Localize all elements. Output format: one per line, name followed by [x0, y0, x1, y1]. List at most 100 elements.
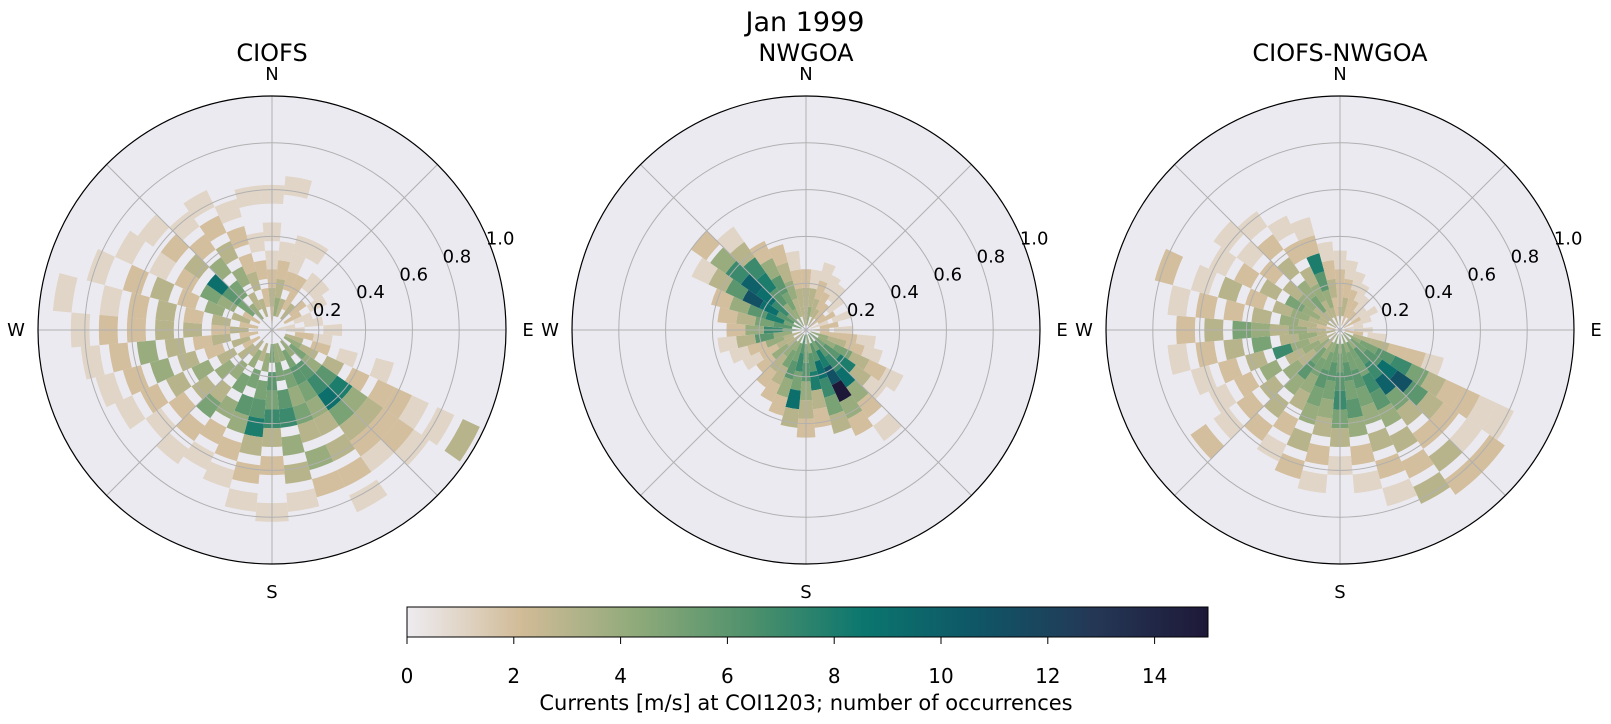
- histogram-cell: [216, 347, 238, 365]
- histogram-cell: [228, 280, 248, 301]
- histogram-cell: [1323, 333, 1338, 350]
- histogram-cell: [773, 331, 793, 339]
- histogram-cell: [226, 410, 249, 434]
- figure-title: Jan 1999: [744, 7, 865, 38]
- direction-label-s: S: [266, 582, 277, 603]
- histogram-cell: [878, 367, 904, 392]
- histogram-cell: [814, 303, 830, 321]
- histogram-cell: [360, 439, 395, 472]
- histogram-cell: [192, 335, 214, 351]
- histogram-cell: [183, 306, 205, 324]
- polar-panel: 0.2 0.4 0.6 0.8 1.0 N E S W CIOFS: [7, 39, 534, 603]
- histogram-cell: [1284, 295, 1306, 313]
- histogram-cell: [1403, 348, 1426, 368]
- histogram-cell: [776, 262, 793, 284]
- histogram-cell: [310, 340, 331, 356]
- histogram-cell: [1481, 403, 1514, 441]
- grid-spoke: [1339, 329, 1506, 496]
- radial-tick-label: 0.2: [847, 300, 876, 321]
- polar-frame: [37, 95, 507, 565]
- histogram-cell: [312, 333, 333, 346]
- histogram-cell: [1389, 425, 1418, 454]
- histogram-cell: [846, 379, 869, 403]
- histogram-cell: [1288, 387, 1311, 411]
- histogram-cell: [810, 320, 829, 329]
- histogram-cell: [202, 461, 235, 489]
- histogram-cell: [1259, 278, 1283, 301]
- histogram-cell: [832, 343, 853, 360]
- histogram-cell: [328, 399, 355, 426]
- histogram-cell: [176, 412, 205, 442]
- histogram-cell: [1259, 260, 1284, 285]
- histogram-cell: [873, 412, 902, 442]
- histogram-cell: [305, 240, 329, 265]
- histogram-cell: [1308, 333, 1328, 344]
- histogram-cell: [1466, 395, 1497, 430]
- histogram-cell: [711, 288, 734, 310]
- histogram-cell: [1341, 307, 1350, 326]
- histogram-cell: [1314, 368, 1330, 389]
- direction-label-n: N: [265, 64, 278, 85]
- histogram-cell: [286, 488, 320, 512]
- histogram-cell: [729, 296, 751, 315]
- histogram-cell: [1331, 343, 1339, 363]
- radial-tick-label: 0.6: [933, 264, 962, 285]
- histogram-cell: [1318, 331, 1337, 344]
- histogram-cell: [1290, 216, 1315, 241]
- histogram-cell: [308, 280, 330, 301]
- histogram-cell: [799, 334, 806, 354]
- radial-tick-label: 0.4: [1424, 282, 1453, 303]
- histogram-cell: [808, 288, 817, 308]
- histogram-cell: [1213, 407, 1245, 440]
- histogram-cell: [1435, 379, 1464, 408]
- histogram-cell: [1274, 453, 1305, 480]
- histogram-cell: [183, 190, 215, 219]
- histogram-cell: [1322, 289, 1334, 309]
- histogram-cell: [814, 359, 828, 380]
- histogram-cell: [1213, 220, 1245, 253]
- histogram-cell: [165, 371, 192, 398]
- polar-panel: 0.2 0.4 0.6 0.8 1.0 N E S W NWGOA: [541, 39, 1068, 603]
- histogram-cell: [1402, 381, 1429, 407]
- histogram-cell: [1313, 338, 1331, 354]
- histogram-cell: [288, 343, 307, 360]
- histogram-cell: [1346, 397, 1364, 419]
- radial-tick-label: 0.4: [356, 282, 385, 303]
- colorbar-tick-label: 0: [401, 664, 414, 688]
- histogram-cell: [1208, 383, 1237, 414]
- histogram-cell: [239, 331, 259, 339]
- histogram-cell: [306, 295, 328, 313]
- histogram-cell: [1405, 363, 1430, 387]
- histogram-cell: [1310, 295, 1327, 314]
- panel-title: CIOFS-NWGOA: [1252, 39, 1428, 67]
- histogram-cell: [760, 257, 781, 281]
- histogram-cell: [1301, 339, 1321, 355]
- histogram-cell: [209, 257, 232, 281]
- colorbar-tick-label: 14: [1142, 664, 1167, 688]
- direction-label-s: S: [1334, 582, 1345, 603]
- histogram-cell: [108, 342, 132, 373]
- radial-tick-label: 0.2: [1381, 300, 1410, 321]
- histogram-cell: [792, 342, 803, 362]
- histogram-cell: [1344, 260, 1359, 281]
- histogram-cell: [782, 303, 798, 321]
- histogram-cell: [861, 345, 883, 364]
- histogram-cell: [807, 333, 820, 352]
- histogram-cell: [281, 291, 297, 311]
- histogram-cell: [280, 303, 296, 321]
- histogram-cell: [1282, 359, 1304, 380]
- histogram-cell: [1389, 370, 1413, 393]
- histogram-cell: [1272, 300, 1294, 317]
- histogram-cell: [278, 241, 296, 263]
- histogram-cell: [708, 268, 734, 293]
- histogram-cell: [810, 331, 829, 340]
- histogram-cell: [776, 335, 795, 349]
- histogram-cell: [1359, 305, 1379, 321]
- histogram-cell: [258, 342, 269, 362]
- histogram-cell: [237, 300, 256, 317]
- histogram-cell: [855, 334, 876, 349]
- histogram-cell: [785, 250, 801, 272]
- histogram-cell: [321, 355, 345, 376]
- histogram-cell: [1251, 336, 1273, 354]
- histogram-cell: [786, 313, 803, 328]
